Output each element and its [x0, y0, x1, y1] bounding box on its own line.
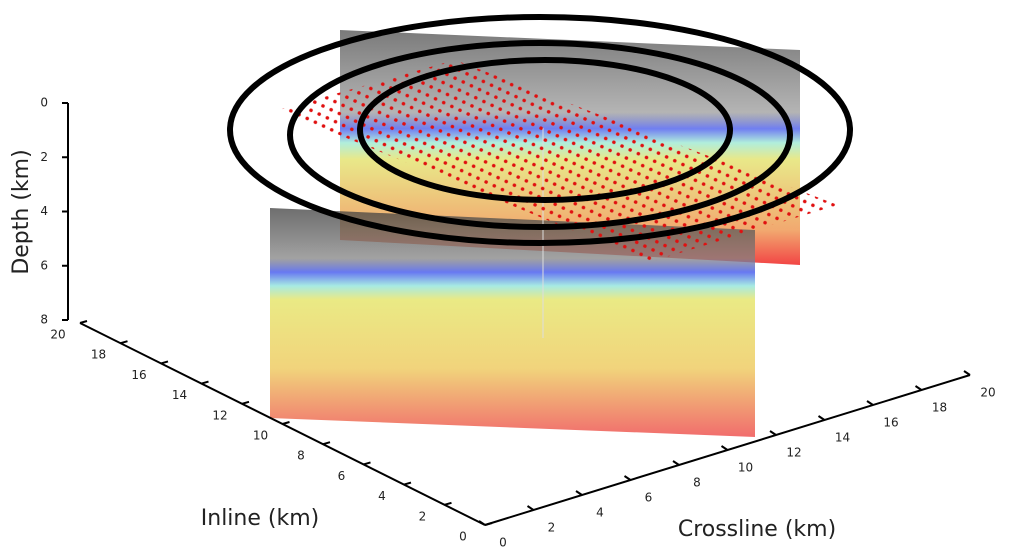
y-tick [526, 505, 535, 511]
x-tick-label: 4 [378, 489, 386, 503]
spiral-middle [287, 40, 793, 230]
x-tick-label: 6 [338, 469, 346, 483]
y-tick-label: 2 [548, 521, 556, 535]
y-tick-label: 12 [786, 446, 801, 460]
z-tick-label: 2 [40, 150, 48, 164]
z-tick-label: 0 [40, 96, 48, 110]
x-tick-label: 12 [212, 408, 227, 422]
x-tick [160, 360, 169, 365]
y-tick-label: 6 [645, 491, 653, 505]
y-tick-label: 18 [932, 401, 947, 415]
x-tick [201, 380, 209, 385]
receiver-grid [278, 60, 838, 262]
x-tick [403, 481, 412, 486]
y-tick [866, 400, 874, 406]
x-tick [241, 400, 250, 405]
z-tick-label: 8 [40, 313, 48, 327]
y-tick-label: 14 [835, 431, 850, 445]
inline-slice [270, 208, 755, 437]
y-tick-label: 0 [499, 536, 507, 550]
slices [270, 30, 838, 437]
y-tick-label: 4 [596, 506, 604, 520]
spiral-inner [357, 57, 733, 203]
z-tick-label: 6 [40, 258, 48, 272]
y-tick-label: 16 [883, 416, 898, 430]
x-tick-label: 14 [172, 388, 187, 402]
x-tick-label: 18 [91, 348, 106, 362]
x-tick [444, 501, 452, 506]
y-tick [478, 520, 486, 526]
y-tick [623, 475, 632, 481]
z-tick-label: 4 [40, 204, 48, 218]
x-tick-label: 10 [253, 429, 268, 443]
source-path [227, 14, 853, 246]
x-tick-label: 0 [459, 530, 467, 544]
y-tick [769, 430, 777, 436]
y-tick [817, 415, 826, 421]
y-tick [575, 490, 583, 496]
y-tick [963, 370, 971, 376]
x-tick-label: 2 [419, 509, 427, 523]
y-axis-label: Crossline (km) [678, 517, 836, 542]
y-tick-label: 10 [738, 461, 753, 475]
y-tick-label: 8 [693, 476, 701, 490]
z-axis-label: Depth (km) [9, 149, 34, 274]
x-tick [282, 421, 290, 425]
x-tick [120, 340, 128, 345]
x-tick [79, 320, 88, 324]
x-tick-label: 20 [50, 328, 65, 342]
x-axis-label: Inline (km) [201, 506, 319, 531]
y-tick [914, 385, 923, 391]
x-tick-label: 8 [297, 449, 305, 463]
y-tick-label: 20 [980, 386, 995, 400]
x-tick [363, 461, 371, 466]
y-tick [720, 445, 729, 451]
x-tick-label: 16 [131, 368, 146, 382]
x-tick [322, 441, 331, 446]
spiral-outer [227, 14, 853, 246]
y-tick [672, 460, 680, 466]
